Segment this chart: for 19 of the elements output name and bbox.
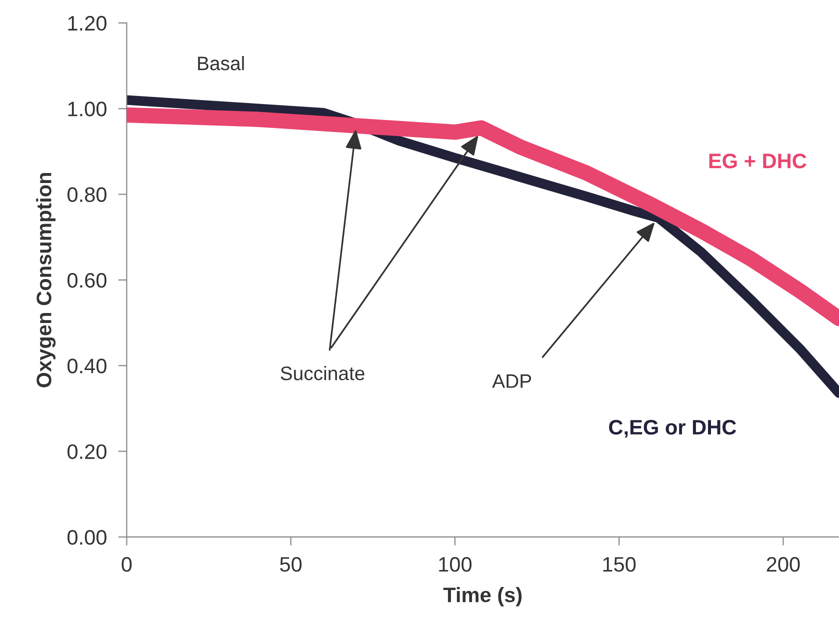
text: C,EG or DHC xyxy=(609,420,736,438)
y-tick-label: 1.00 xyxy=(68,102,106,116)
text: EG + DHC xyxy=(709,154,806,168)
y-tick-label: 0.60 xyxy=(68,272,106,288)
x-tick-label: 200 xyxy=(766,556,800,572)
x-tick-label: 150 xyxy=(603,556,636,572)
y-tick-label: 0.80 xyxy=(68,187,106,202)
annotation: Basal xyxy=(198,56,244,70)
y-tick-label: 0.00 xyxy=(68,530,106,545)
x-tick-label: 50 xyxy=(280,556,302,572)
y-tick-label: 0.40 xyxy=(68,358,106,374)
x-tick-label: 100 xyxy=(439,556,472,572)
x-axis-title: Time (s) xyxy=(443,586,522,606)
y-tick-label: 0.20 xyxy=(68,444,106,460)
x-tick-label: 0 xyxy=(122,556,132,572)
y-tick-label: 1.20 xyxy=(68,16,106,31)
annotation: Succinate xyxy=(280,366,364,380)
y-axis-title: Oxygen Consumption xyxy=(36,173,56,388)
annotation: ADP xyxy=(492,374,532,388)
